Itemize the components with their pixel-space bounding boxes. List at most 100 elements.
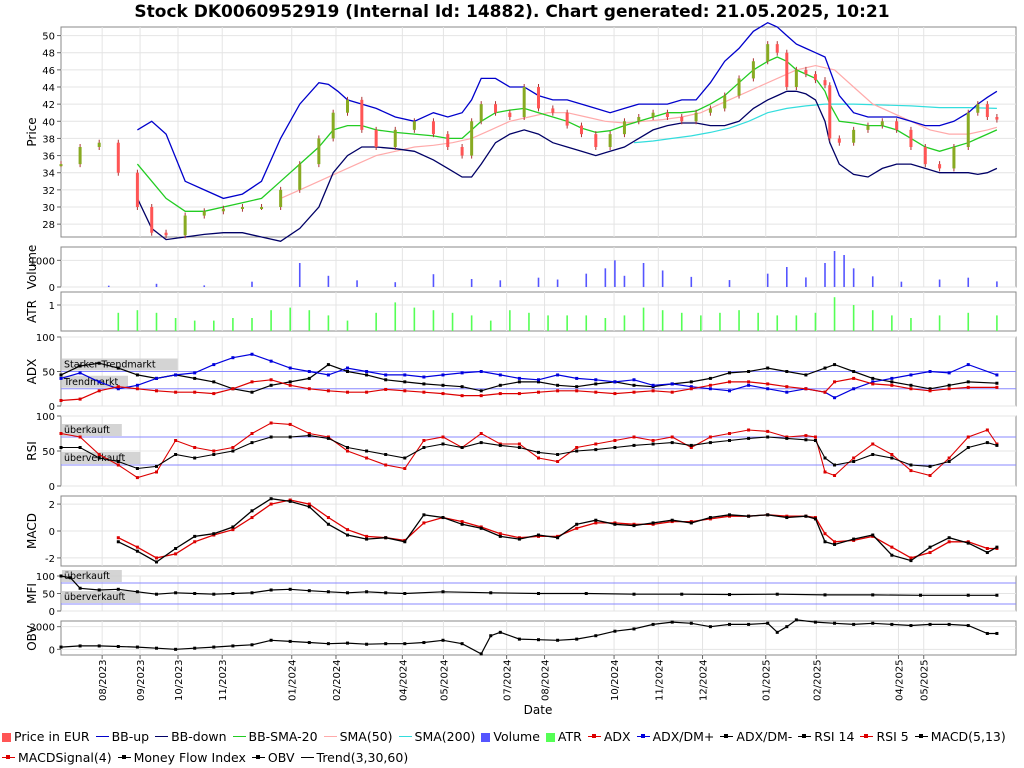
legend-item: RSI 14 — [798, 726, 854, 747]
x-tick-label: 10/2023 — [174, 659, 185, 701]
obv-line-point — [728, 622, 731, 626]
volume-ytick-label: 0 — [49, 283, 55, 294]
adx-dm-plus-line-point — [479, 370, 483, 373]
obv-line-point — [479, 652, 483, 656]
atr-ytick-label: 1 — [49, 301, 55, 312]
volume-bar — [614, 260, 616, 287]
macd-signal-line-point — [326, 516, 330, 520]
rsi14-line-point — [155, 464, 158, 468]
price-candle — [751, 61, 755, 79]
rsi14-line — [61, 435, 998, 470]
macd-line-point — [689, 521, 693, 525]
volume-bar — [604, 268, 607, 287]
rsi14-line-point — [231, 449, 235, 453]
adx-line-point — [422, 390, 426, 394]
adx-dm-plus-line-point — [766, 387, 770, 391]
adx-dm-minus-line-point — [708, 376, 712, 380]
adx-dm-plus-line-point — [193, 371, 197, 375]
adx-dm-plus-line-point — [97, 380, 101, 384]
volume-bar — [900, 281, 903, 287]
volume-bar — [661, 270, 664, 287]
mfi-line-point — [489, 591, 493, 595]
mfi-line-point — [441, 590, 445, 594]
legend-label: BB-SMA-20 — [248, 729, 318, 744]
mfi-threshold-box — [62, 570, 122, 582]
adx-dm-minus-line-point — [632, 383, 636, 387]
price-candle — [393, 129, 397, 147]
adx-line-point — [307, 387, 311, 391]
volume-bar — [432, 274, 435, 287]
atr-bar — [394, 302, 397, 331]
price-candle — [317, 138, 321, 165]
mfi-threshold-label: überverkauft — [64, 592, 126, 603]
price-ytick-label: 40 — [42, 117, 55, 128]
rsi-ylabel: RSI — [25, 441, 39, 461]
macd-line-point — [269, 497, 273, 501]
rsi14-line-point — [326, 436, 330, 440]
rsi14-line-point — [909, 463, 913, 467]
adx-dm-plus-line-point — [135, 383, 139, 387]
atr-bar — [528, 312, 530, 331]
adx-dm-plus-line-point — [346, 366, 349, 370]
atr-bar — [871, 310, 874, 331]
volume-bar — [203, 285, 206, 287]
rsi14-line-point — [708, 441, 712, 445]
price-candle — [708, 108, 712, 113]
adx-line-point — [651, 389, 655, 393]
obv-line-point — [517, 637, 521, 641]
price-candle — [260, 207, 264, 209]
legend-label: RSI 14 — [814, 729, 855, 744]
rsi5-line-point — [231, 446, 235, 449]
adx-line-point — [947, 387, 951, 391]
rsi14-line-point — [346, 446, 349, 449]
adx-dm-plus-line-point — [307, 370, 311, 373]
rsi5-line-point — [288, 422, 292, 426]
volume-bar — [537, 277, 540, 287]
adx-dm-plus-line-point — [852, 387, 856, 391]
adx-dm-minus-line-point — [97, 361, 101, 365]
adx-line-point — [766, 382, 770, 386]
adx-threshold-label: Trendmarkt — [63, 377, 118, 388]
legend-label: MACDSignal(4) — [18, 750, 112, 765]
rsi5-line-point — [365, 456, 369, 460]
adx-dm-minus-line-point — [804, 373, 808, 377]
mfi-line-point — [269, 588, 273, 592]
atr-bar — [967, 312, 970, 331]
obv-line-point — [537, 638, 540, 642]
rsi14-line-point — [785, 436, 789, 440]
legend-label: ADX/DM- — [736, 729, 793, 744]
rsi5-line-point — [670, 435, 674, 439]
mfi-line-point — [995, 593, 999, 597]
macd-signal-line-point — [269, 502, 273, 506]
adx-dm-plus-line-point — [116, 387, 120, 391]
adx-line-point — [479, 394, 483, 398]
obv-line-point — [59, 645, 63, 649]
macd-line-point — [403, 540, 407, 544]
adx-line-point — [384, 387, 388, 391]
legend-label: SMA(200) — [414, 729, 476, 744]
adx-dm-minus-line-point — [403, 380, 407, 384]
legend-item: Money Flow Index — [117, 747, 246, 768]
adx-dm-minus-line-point — [871, 376, 875, 380]
mfi-line-point — [403, 592, 407, 595]
rsi14-line-point — [193, 456, 197, 460]
rsi14-line-point — [556, 453, 560, 456]
rsi5-line-point — [250, 432, 254, 435]
rsi14-line-point — [441, 442, 445, 446]
rsi5-line-point — [135, 476, 139, 480]
rsi5-line-point — [890, 453, 894, 456]
x-tick-label: 12/2024 — [699, 659, 710, 701]
adx-dm-plus-line — [60, 353, 998, 399]
price-candle — [150, 207, 154, 233]
legend-label: Trend(3,30,60) — [316, 750, 409, 765]
obv-line-point — [326, 642, 330, 646]
adx-dm-plus-line-point — [890, 376, 894, 380]
rsi14-line-point — [594, 448, 598, 452]
obv-line-point — [594, 634, 598, 638]
adx-line-point — [116, 385, 120, 389]
adx-line-point — [909, 387, 913, 391]
atr-bar — [270, 310, 272, 331]
adx-dm-plus-line-point — [747, 383, 751, 387]
mfi-line-point — [69, 576, 73, 580]
adx-dm-plus-line-point — [517, 376, 521, 380]
